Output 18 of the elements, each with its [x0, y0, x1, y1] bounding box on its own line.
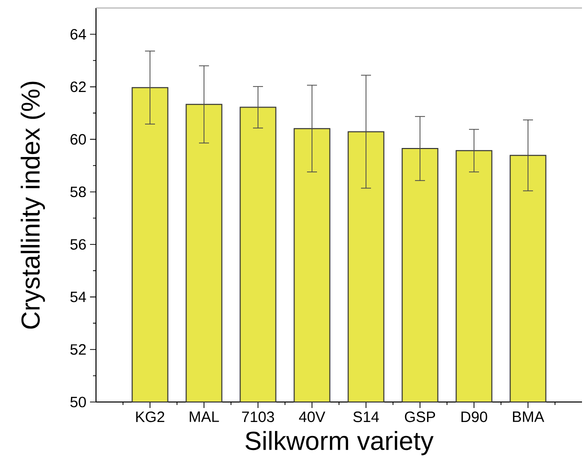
x-tick-label: 7103 — [242, 412, 274, 422]
x-tick-label: GSP — [404, 412, 436, 422]
x-axis-title: Silkworm variety — [246, 430, 434, 456]
x-tick-label: MAL — [190, 412, 219, 422]
y-tick-label: 64 — [70, 28, 86, 40]
y-tick-label: 58 — [70, 186, 86, 198]
x-tick-label: BMA — [512, 412, 544, 422]
y-tick-label: 60 — [70, 134, 86, 145]
x-tick-label: 40V — [299, 412, 326, 422]
x-tick-label: S14 — [353, 412, 379, 422]
y-tick-label: 62 — [70, 81, 86, 92]
y-tick-label: 56 — [70, 239, 86, 250]
y-axis-title: Crystallinity index (%) — [20, 82, 45, 329]
x-tick-label: D90 — [461, 412, 488, 422]
y-tick-label: 50 — [70, 396, 86, 408]
x-tick-label: KG2 — [136, 412, 164, 422]
y-tick-label: 52 — [70, 344, 86, 355]
y-tick-label: 54 — [70, 292, 86, 302]
